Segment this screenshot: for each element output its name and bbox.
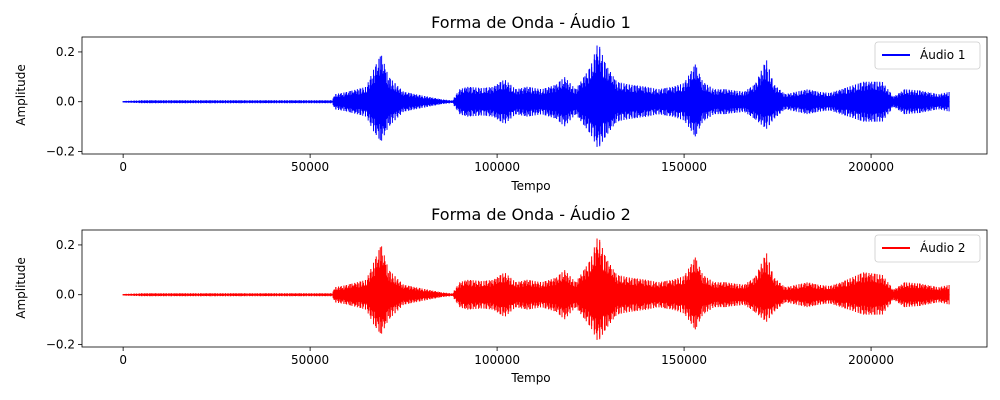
chart-title: Forma de Onda - Áudio 2 [431,205,631,224]
x-axis-label: Tempo [510,179,550,193]
legend: Áudio 2 [874,234,981,263]
legend: Áudio 1 [874,41,981,70]
legend-label: Áudio 2 [920,240,966,255]
legend-box [874,41,981,70]
y-axis-label: Amplitude [14,257,28,319]
axes-frame [81,36,988,155]
y-tick-label: 0.2 [56,238,75,252]
x-tick-label: 0 [119,160,127,174]
x-axis-label: Tempo [510,371,550,385]
x-tick-label: 200000 [848,160,894,174]
y-axis-ticks: −0.2 0.0 0.2 [46,45,82,159]
axes-frame [81,229,988,348]
subplot-audio-2: Forma de Onda - Áudio 2 0 50000 100000 1500… [14,205,988,385]
y-axis-ticks: −0.2 0.0 0.2 [46,238,82,352]
y-tick-label: −0.2 [46,338,75,352]
x-tick-label: 200000 [848,353,894,367]
subplot-audio-1: Forma de Onda - Áudio 1 0 50000 100000 1500… [14,13,988,193]
x-tick-label: 150000 [661,353,707,367]
waveform-series [122,238,950,340]
x-tick-label: 50000 [291,353,329,367]
x-tick-label: 50000 [291,160,329,174]
x-axis-ticks: 0 50000 100000 150000 200000 [119,347,894,367]
legend-label: Áudio 1 [920,47,966,62]
y-tick-label: 0.0 [56,95,75,109]
x-tick-label: 150000 [661,160,707,174]
legend-box [874,234,981,263]
y-tick-label: −0.2 [46,145,75,159]
waveform-series [122,45,950,147]
x-tick-label: 0 [119,353,127,367]
x-axis-ticks: 0 50000 100000 150000 200000 [119,154,894,174]
y-axis-label: Amplitude [14,64,28,126]
x-tick-label: 100000 [474,353,520,367]
chart-title: Forma de Onda - Áudio 1 [431,13,631,32]
y-tick-label: 0.2 [56,45,75,59]
x-tick-label: 100000 [474,160,520,174]
y-tick-label: 0.0 [56,288,75,302]
